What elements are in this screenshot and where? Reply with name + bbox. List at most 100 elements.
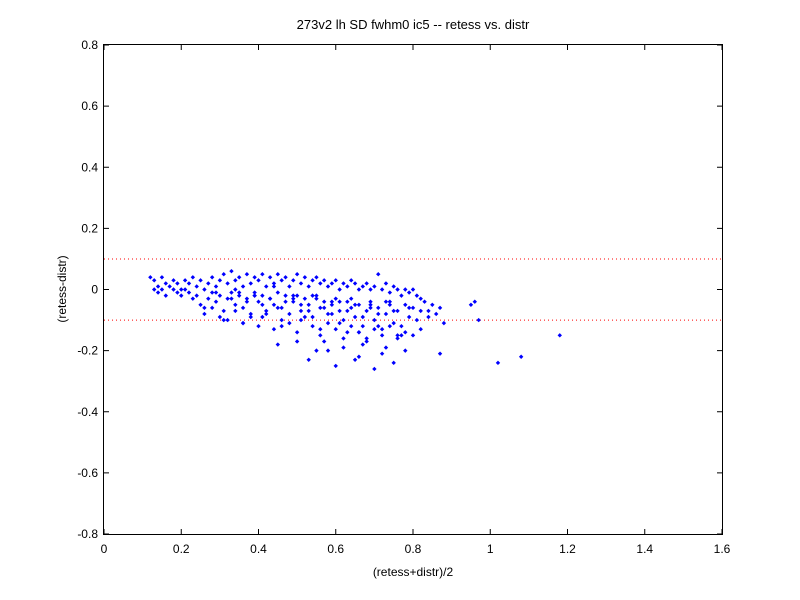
data-point: [159, 287, 165, 292]
data-point: [186, 290, 192, 295]
data-point: [240, 284, 246, 289]
data-point: [279, 323, 284, 329]
data-point: [271, 281, 277, 286]
data-point: [252, 275, 257, 280]
data-point: [341, 336, 346, 341]
data-point: [306, 308, 311, 314]
y-axis-label: (retess-distr): [55, 255, 69, 322]
data-point: [267, 296, 273, 301]
data-point: [248, 311, 253, 317]
data-point: [229, 268, 234, 274]
data-point: [468, 302, 474, 307]
data-point: [368, 305, 373, 311]
data-point: [306, 284, 311, 289]
data-point: [364, 336, 369, 341]
data-point: [372, 284, 377, 289]
data-point: [437, 305, 443, 311]
data-point: [279, 278, 284, 283]
data-point: [321, 339, 327, 344]
data-point: [229, 296, 234, 301]
y-tick-label: 0.2: [81, 221, 98, 235]
data-point: [557, 333, 562, 338]
data-point: [194, 284, 199, 289]
data-point: [341, 345, 346, 350]
data-point: [325, 284, 331, 289]
data-point: [194, 293, 199, 298]
data-point: [209, 290, 215, 295]
data-point: [341, 281, 346, 286]
data-point: [310, 278, 315, 283]
y-tick-label: 0.4: [81, 160, 98, 174]
data-point: [337, 287, 342, 292]
data-point: [294, 272, 300, 277]
data-point: [418, 327, 423, 332]
data-point: [256, 323, 261, 329]
data-point: [213, 290, 219, 295]
data-point: [360, 284, 365, 289]
data-point: [244, 272, 250, 277]
data-point: [198, 278, 203, 283]
data-point: [476, 317, 481, 323]
data-point: [298, 308, 304, 314]
data-point: [175, 281, 180, 286]
data-point: [179, 293, 184, 298]
data-point: [148, 275, 153, 280]
data-point: [298, 317, 304, 323]
data-point: [403, 302, 408, 307]
data-point: [379, 351, 385, 356]
data-point: [441, 320, 447, 326]
data-point: [352, 314, 358, 320]
data-point: [321, 278, 327, 283]
data-point: [302, 275, 308, 280]
data-point: [283, 275, 288, 280]
data-point: [283, 293, 288, 298]
data-point: [368, 287, 373, 292]
data-point: [352, 281, 358, 286]
data-point: [206, 281, 211, 286]
data-point: [399, 293, 404, 298]
data-point: [221, 317, 226, 323]
data-point: [430, 302, 435, 307]
data-point: [171, 287, 176, 292]
data-point: [275, 305, 281, 311]
data-point: [264, 308, 269, 314]
data-point: [291, 278, 296, 283]
data-point: [217, 293, 223, 298]
data-point: [414, 293, 420, 298]
data-point: [275, 342, 281, 347]
data-point: [225, 317, 230, 323]
data-point: [403, 330, 408, 335]
data-point: [364, 281, 369, 286]
data-point: [325, 348, 331, 353]
data-point: [240, 320, 246, 326]
data-point: [333, 296, 338, 301]
data-point: [356, 287, 362, 292]
data-point: [256, 278, 261, 283]
data-point: [271, 302, 277, 307]
data-point: [318, 333, 323, 338]
data-point: [426, 308, 431, 314]
data-point: [271, 284, 277, 289]
data-point: [206, 296, 211, 301]
data-point: [217, 314, 223, 320]
data-point: [364, 308, 369, 314]
data-point: [426, 314, 431, 320]
data-point: [368, 302, 373, 307]
data-point: [345, 330, 350, 335]
x-tick-label: 0.2: [173, 542, 190, 556]
data-point: [209, 275, 215, 280]
data-point: [391, 360, 396, 366]
data-points: [148, 268, 562, 372]
data-point: [364, 339, 369, 344]
data-point: [333, 278, 338, 283]
data-point: [287, 311, 292, 317]
y-tick-label: 0.6: [81, 99, 98, 113]
y-axis-ticks: 0.8 0.6 0.4 0.2 0 -0.2 -0.4 -0.6 -0.8: [77, 38, 722, 541]
data-point: [352, 302, 358, 307]
data-point: [391, 320, 396, 326]
data-point: [349, 323, 354, 329]
data-point: [418, 296, 423, 301]
data-point: [472, 299, 477, 304]
data-point: [167, 284, 172, 289]
data-point: [225, 296, 230, 301]
